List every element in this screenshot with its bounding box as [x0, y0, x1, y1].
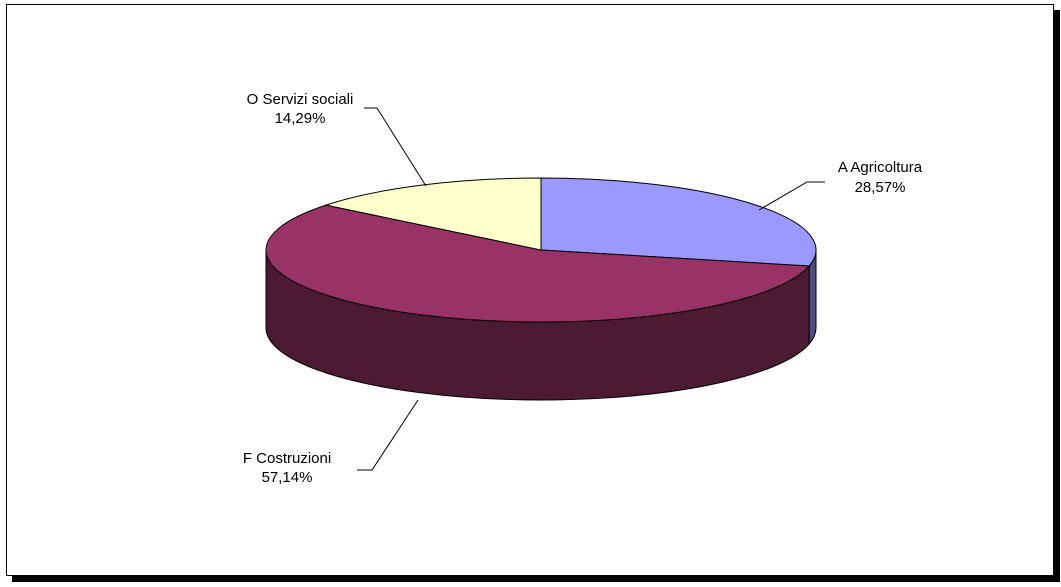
slice-percent-a: 28,57% — [855, 179, 906, 196]
slice-label-f: F Costruzioni — [243, 450, 331, 467]
leader-line-o — [364, 107, 427, 187]
slice-label-a: A Agricoltura — [838, 159, 923, 176]
slice-top-o — [324, 177, 542, 251]
slice-percent-o: 14,29% — [275, 110, 326, 127]
pie-chart: A Agricoltura 28,57% F Costruzioni 57,14% O … — [243, 91, 923, 486]
pie-tops — [265, 177, 817, 323]
slice-percent-f: 57,14% — [262, 469, 313, 486]
slice-labels: A Agricoltura 28,57% F Costruzioni 57,14% O … — [243, 91, 923, 486]
slice-label-o: O Servizi sociali — [247, 91, 354, 108]
slice-top-a — [540, 177, 817, 267]
chart-frame: A Agricoltura 28,57% F Costruzioni 57,14% O … — [6, 4, 1054, 576]
leader-lines — [357, 107, 825, 471]
slice-top-f — [265, 204, 811, 323]
leader-line-f — [357, 399, 419, 471]
leader-line-a — [758, 181, 825, 211]
